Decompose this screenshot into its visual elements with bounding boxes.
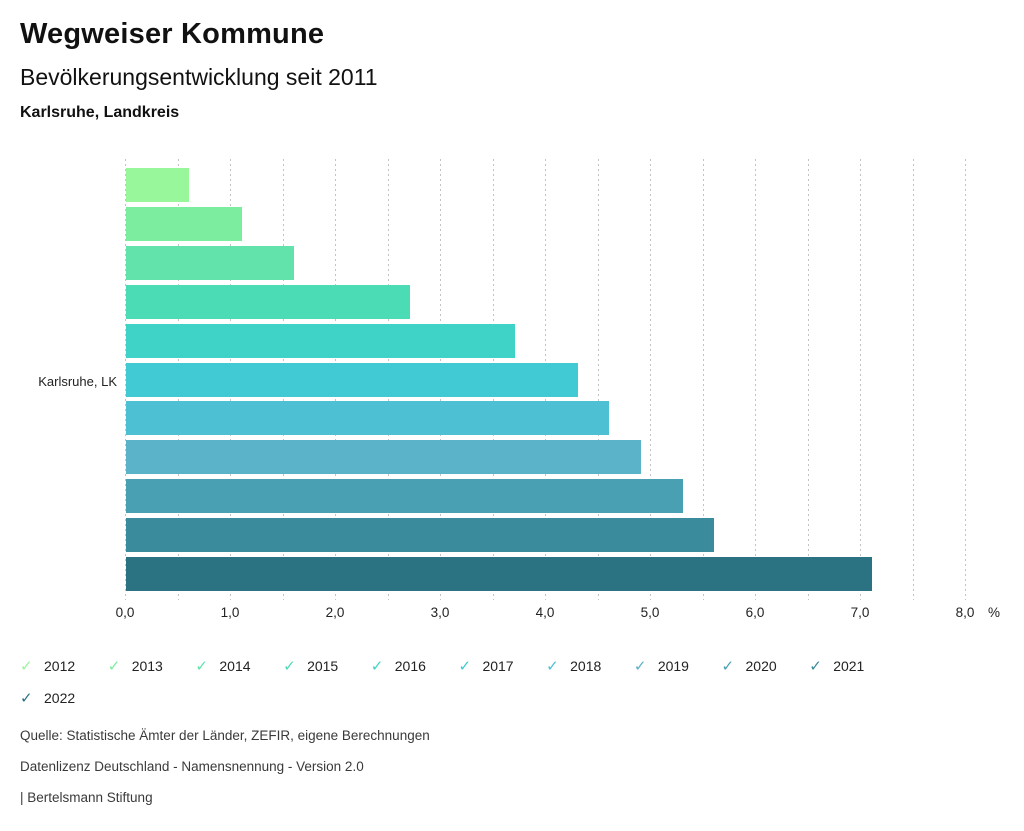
bar-2016[interactable] — [126, 323, 515, 358]
bar-2018[interactable] — [126, 401, 609, 436]
check-icon: ✓ — [283, 657, 296, 675]
legend-year-label: 2014 — [219, 658, 251, 674]
legend: ✓ 2012 ✓ 2013 ✓ 2014 ✓ 2015 ✓ 2016 ✓ 2017 ✓ 2018 ✓ 2019… — [20, 650, 920, 714]
legend-item-2022[interactable]: ✓ 2022 — [20, 682, 108, 714]
x-tick-label: 8,0 — [955, 605, 975, 620]
check-icon: ✓ — [546, 657, 559, 675]
gridline — [702, 159, 704, 600]
legend-year-label: 2013 — [131, 658, 163, 674]
legend-item-2015[interactable]: ✓ 2015 — [283, 650, 371, 682]
legend-year-label: 2019 — [657, 658, 689, 674]
x-tick-label: 7,0 — [850, 605, 870, 620]
gridline — [755, 159, 756, 600]
check-icon: ✓ — [195, 657, 208, 675]
license-note: Datenlizenz Deutschland - Namensnennung … — [20, 759, 364, 774]
legend-year-label: 2016 — [394, 658, 426, 674]
check-icon: ✓ — [809, 657, 822, 675]
gridline — [650, 159, 651, 600]
legend-item-2021[interactable]: ✓ 2021 — [809, 650, 897, 682]
legend-item-2020[interactable]: ✓ 2020 — [722, 650, 810, 682]
attribution-note: | Bertelsmann Stiftung — [20, 790, 153, 805]
source-note: Quelle: Statistische Ämter der Länder, Z… — [20, 728, 430, 743]
check-icon: ✓ — [633, 657, 647, 675]
check-icon: ✓ — [20, 689, 33, 707]
gridline — [860, 159, 861, 600]
x-tick-label: 2,0 — [325, 605, 345, 620]
check-icon: ✓ — [721, 657, 735, 675]
bar-2014[interactable] — [126, 245, 294, 280]
bar-2020[interactable] — [126, 479, 683, 514]
region-label: Karlsruhe, Landkreis — [20, 104, 180, 121]
bar-2012[interactable] — [126, 168, 189, 202]
legend-item-2016[interactable]: ✓ 2016 — [371, 650, 459, 682]
bar-2022[interactable] — [126, 557, 872, 591]
x-axis-unit-label: % — [988, 605, 1001, 620]
legend-item-2017[interactable]: ✓ 2017 — [458, 650, 546, 682]
chart-title: Bevölkerungsentwicklung seit 2011 — [20, 64, 378, 90]
legend-year-label: 2020 — [745, 658, 777, 674]
legend-item-2012[interactable]: ✓ 2012 — [20, 650, 108, 682]
gridline — [965, 159, 966, 600]
x-tick-label: 1,0 — [220, 605, 240, 620]
gridline — [912, 159, 914, 600]
population-development-bar-chart: Karlsruhe, LK 0,0 1,0 2,0 3,0 4,0 5,0 6,0 7,0 8,… — [38, 159, 1001, 620]
bar-2019[interactable] — [126, 440, 641, 475]
app-title: Wegweiser Kommune — [20, 18, 325, 50]
bar-2021[interactable] — [126, 518, 714, 553]
category-axis-label: Karlsruhe, LK — [38, 374, 117, 389]
check-icon: ✓ — [20, 657, 33, 675]
bar-2013[interactable] — [126, 206, 242, 241]
x-tick-label: 6,0 — [745, 605, 765, 620]
gridline — [125, 159, 126, 600]
legend-item-2018[interactable]: ✓ 2018 — [546, 650, 634, 682]
legend-year-label: 2018 — [570, 658, 602, 674]
check-icon: ✓ — [107, 657, 121, 675]
x-tick-label: 3,0 — [430, 605, 450, 620]
legend-year-label: 2022 — [44, 690, 76, 706]
bar-2017[interactable] — [126, 362, 578, 397]
legend-item-2014[interactable]: ✓ 2014 — [195, 650, 283, 682]
x-tick-label: 0,0 — [115, 605, 135, 620]
legend-item-2019[interactable]: ✓ 2019 — [634, 650, 722, 682]
gridline — [597, 159, 599, 600]
bar-2015[interactable] — [126, 284, 410, 319]
legend-year-label: 2015 — [307, 658, 339, 674]
gridline — [807, 159, 809, 600]
x-tick-label: 5,0 — [640, 605, 660, 620]
legend-item-2013[interactable]: ✓ 2013 — [108, 650, 196, 682]
legend-year-label: 2021 — [833, 658, 865, 674]
legend-year-label: 2017 — [482, 658, 514, 674]
check-icon: ✓ — [370, 657, 384, 675]
legend-year-label: 2012 — [44, 658, 76, 674]
check-icon: ✓ — [458, 657, 472, 675]
x-tick-label: 4,0 — [535, 605, 555, 620]
